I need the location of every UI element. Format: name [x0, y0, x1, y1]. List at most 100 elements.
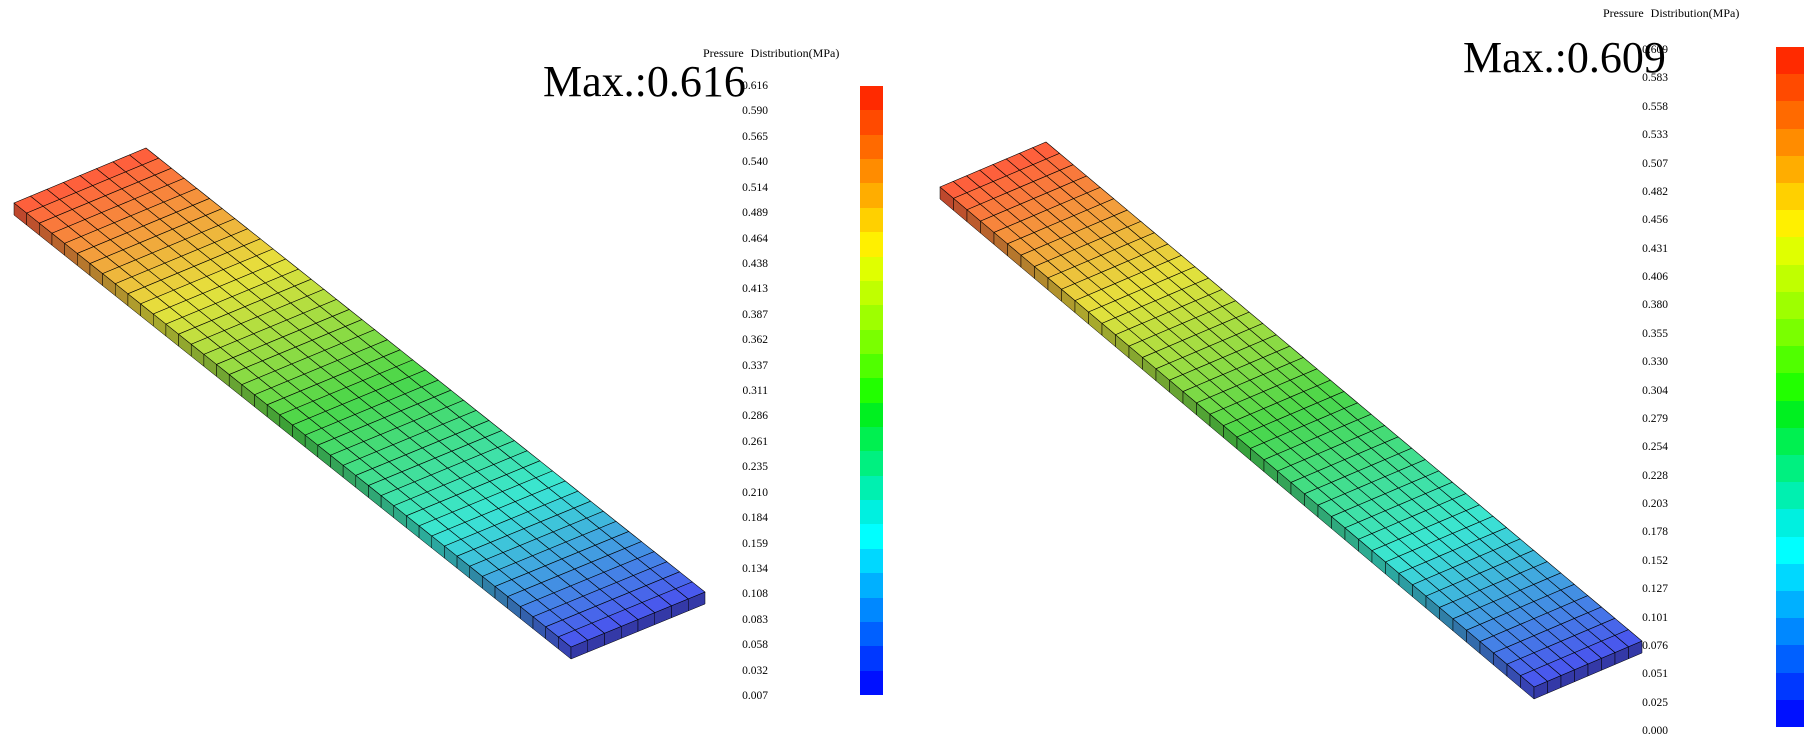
tick-label: 0.311: [742, 385, 768, 397]
tick-label: 0.330: [1642, 356, 1668, 369]
colorbar-segment: [1776, 618, 1804, 646]
colorbar-segment: [860, 256, 883, 281]
tick-label: 0.083: [742, 613, 768, 626]
colorbar-segment: [860, 500, 883, 525]
right-legend-title: Pressure Distribution(MPa): [1603, 6, 1740, 20]
tick-label: 0.134: [742, 562, 768, 575]
colorbar-segment: [1776, 400, 1804, 428]
colorbar-segment: [860, 427, 883, 452]
tick-label: 0.254: [1642, 441, 1668, 454]
tick-label: 0.609: [1642, 44, 1668, 56]
tick-label: 0.514: [742, 181, 768, 194]
colorbar-segment: [1776, 47, 1804, 75]
colorbar-segment: [860, 353, 883, 379]
colorbar-segment: [1776, 455, 1804, 483]
right-mesh-plate: [939, 141, 1643, 700]
colorbar-segment: [860, 670, 883, 695]
colorbar-segment: [1776, 291, 1804, 320]
tick-label: 0.431: [1642, 242, 1668, 255]
colorbar-segment: [860, 451, 883, 476]
colorbar-segment: [1776, 319, 1804, 347]
colorbar-segment: [1776, 563, 1804, 592]
tick-label: 0.540: [742, 156, 768, 169]
tick-label: 0.558: [1642, 100, 1668, 113]
tick-label: 0.152: [1642, 554, 1668, 567]
colorbar-segment: [860, 597, 883, 622]
colorbar-segment: [860, 86, 883, 111]
tick-label: 0.178: [1642, 526, 1668, 539]
tick-label: 0.456: [1642, 214, 1668, 227]
tick-label: 0.565: [742, 130, 768, 143]
tick-label: 0.203: [1642, 498, 1668, 510]
colorbar-segment: [1776, 482, 1804, 510]
colorbar-segment: [1776, 645, 1804, 673]
tick-label: 0.101: [1642, 611, 1668, 624]
colorbar-segment: [860, 548, 883, 574]
tick-label: 0.507: [1642, 157, 1668, 170]
colorbar-segment: [860, 621, 883, 647]
tick-label: 0.355: [1642, 327, 1668, 340]
tick-label: 0.184: [742, 512, 768, 525]
tick-label: 0.489: [742, 207, 768, 220]
right-max-label: Max.:0.609: [1463, 33, 1666, 82]
tick-label: 0.387: [742, 308, 768, 321]
colorbar-segment: [1776, 427, 1804, 456]
colorbar-segment: [1776, 509, 1804, 537]
right-tick-labels: 0.609 0.583 0.558 0.533 0.507 0.482 0.456 0.431…: [1600, 44, 1716, 737]
plate-top-cell: [1614, 629, 1643, 648]
colorbar-segment: [860, 646, 883, 671]
right-panel: Max.:0.609 Pressure Distribution(MPa) 0.…: [900, 0, 1810, 737]
colorbar-segment: [860, 134, 883, 160]
tick-label: 0.076: [1642, 639, 1668, 652]
colorbar-segment: [1776, 536, 1804, 564]
colorbar-segment: [1776, 155, 1804, 184]
colorbar-segment: [860, 183, 883, 208]
colorbar-segment: [1776, 346, 1804, 374]
right-colorbar: [1776, 47, 1804, 728]
colorbar-segment: [860, 475, 883, 501]
tick-label: 0.261: [742, 435, 768, 448]
colorbar-segment: [860, 573, 883, 598]
tick-label: 0.380: [1642, 299, 1668, 312]
tick-label: 0.482: [1642, 185, 1668, 198]
colorbar-segment: [860, 159, 883, 184]
left-tick-labels: 0.616 0.590 0.565 0.540 0.514 0.489 0.464 0.438…: [700, 80, 804, 702]
tick-label: 0.279: [1642, 412, 1668, 425]
colorbar-segment: [1776, 373, 1804, 401]
tick-label: 0.413: [742, 283, 768, 296]
tick-label: 0.032: [742, 664, 768, 677]
tick-label: 0.235: [742, 461, 768, 474]
tick-label: 0.228: [1642, 469, 1668, 482]
tick-label: 0.210: [742, 486, 768, 499]
colorbar-segment: [860, 207, 883, 233]
tick-label: 0.007: [742, 690, 768, 702]
tick-label: 0.025: [1642, 696, 1668, 709]
tick-label: 0.533: [1642, 129, 1668, 142]
tick-label: 0.583: [1642, 72, 1668, 85]
left-legend-title: Pressure Distribution(MPa): [703, 46, 840, 60]
tick-label: 0.000: [1642, 725, 1668, 737]
plate-top-cell: [674, 581, 706, 600]
left-max-label: Max.:0.616: [543, 57, 746, 106]
tick-label: 0.051: [1642, 668, 1668, 681]
colorbar-segment: [1776, 264, 1804, 292]
tick-label: 0.108: [742, 588, 768, 601]
left-colorbar: [860, 86, 883, 695]
left-mesh-plate: [13, 147, 706, 660]
colorbar-segment: [1776, 183, 1804, 211]
tick-label: 0.286: [742, 410, 768, 423]
tick-label: 0.590: [742, 105, 768, 118]
colorbar-segment: [1776, 237, 1804, 265]
tick-label: 0.337: [742, 359, 768, 372]
colorbar-segment: [1776, 699, 1804, 728]
tick-label: 0.438: [742, 257, 768, 270]
colorbar-segment: [860, 524, 883, 549]
colorbar-segment: [1776, 210, 1804, 238]
tick-label: 0.304: [1642, 384, 1668, 397]
colorbar-segment: [1776, 672, 1804, 700]
tick-label: 0.406: [1642, 271, 1668, 283]
colorbar-segment: [1776, 128, 1804, 156]
tick-label: 0.362: [742, 334, 768, 347]
tick-label: 0.058: [742, 639, 768, 652]
left-panel: Max.:0.616 Pressure Distribution(MPa) 0.…: [0, 0, 900, 736]
